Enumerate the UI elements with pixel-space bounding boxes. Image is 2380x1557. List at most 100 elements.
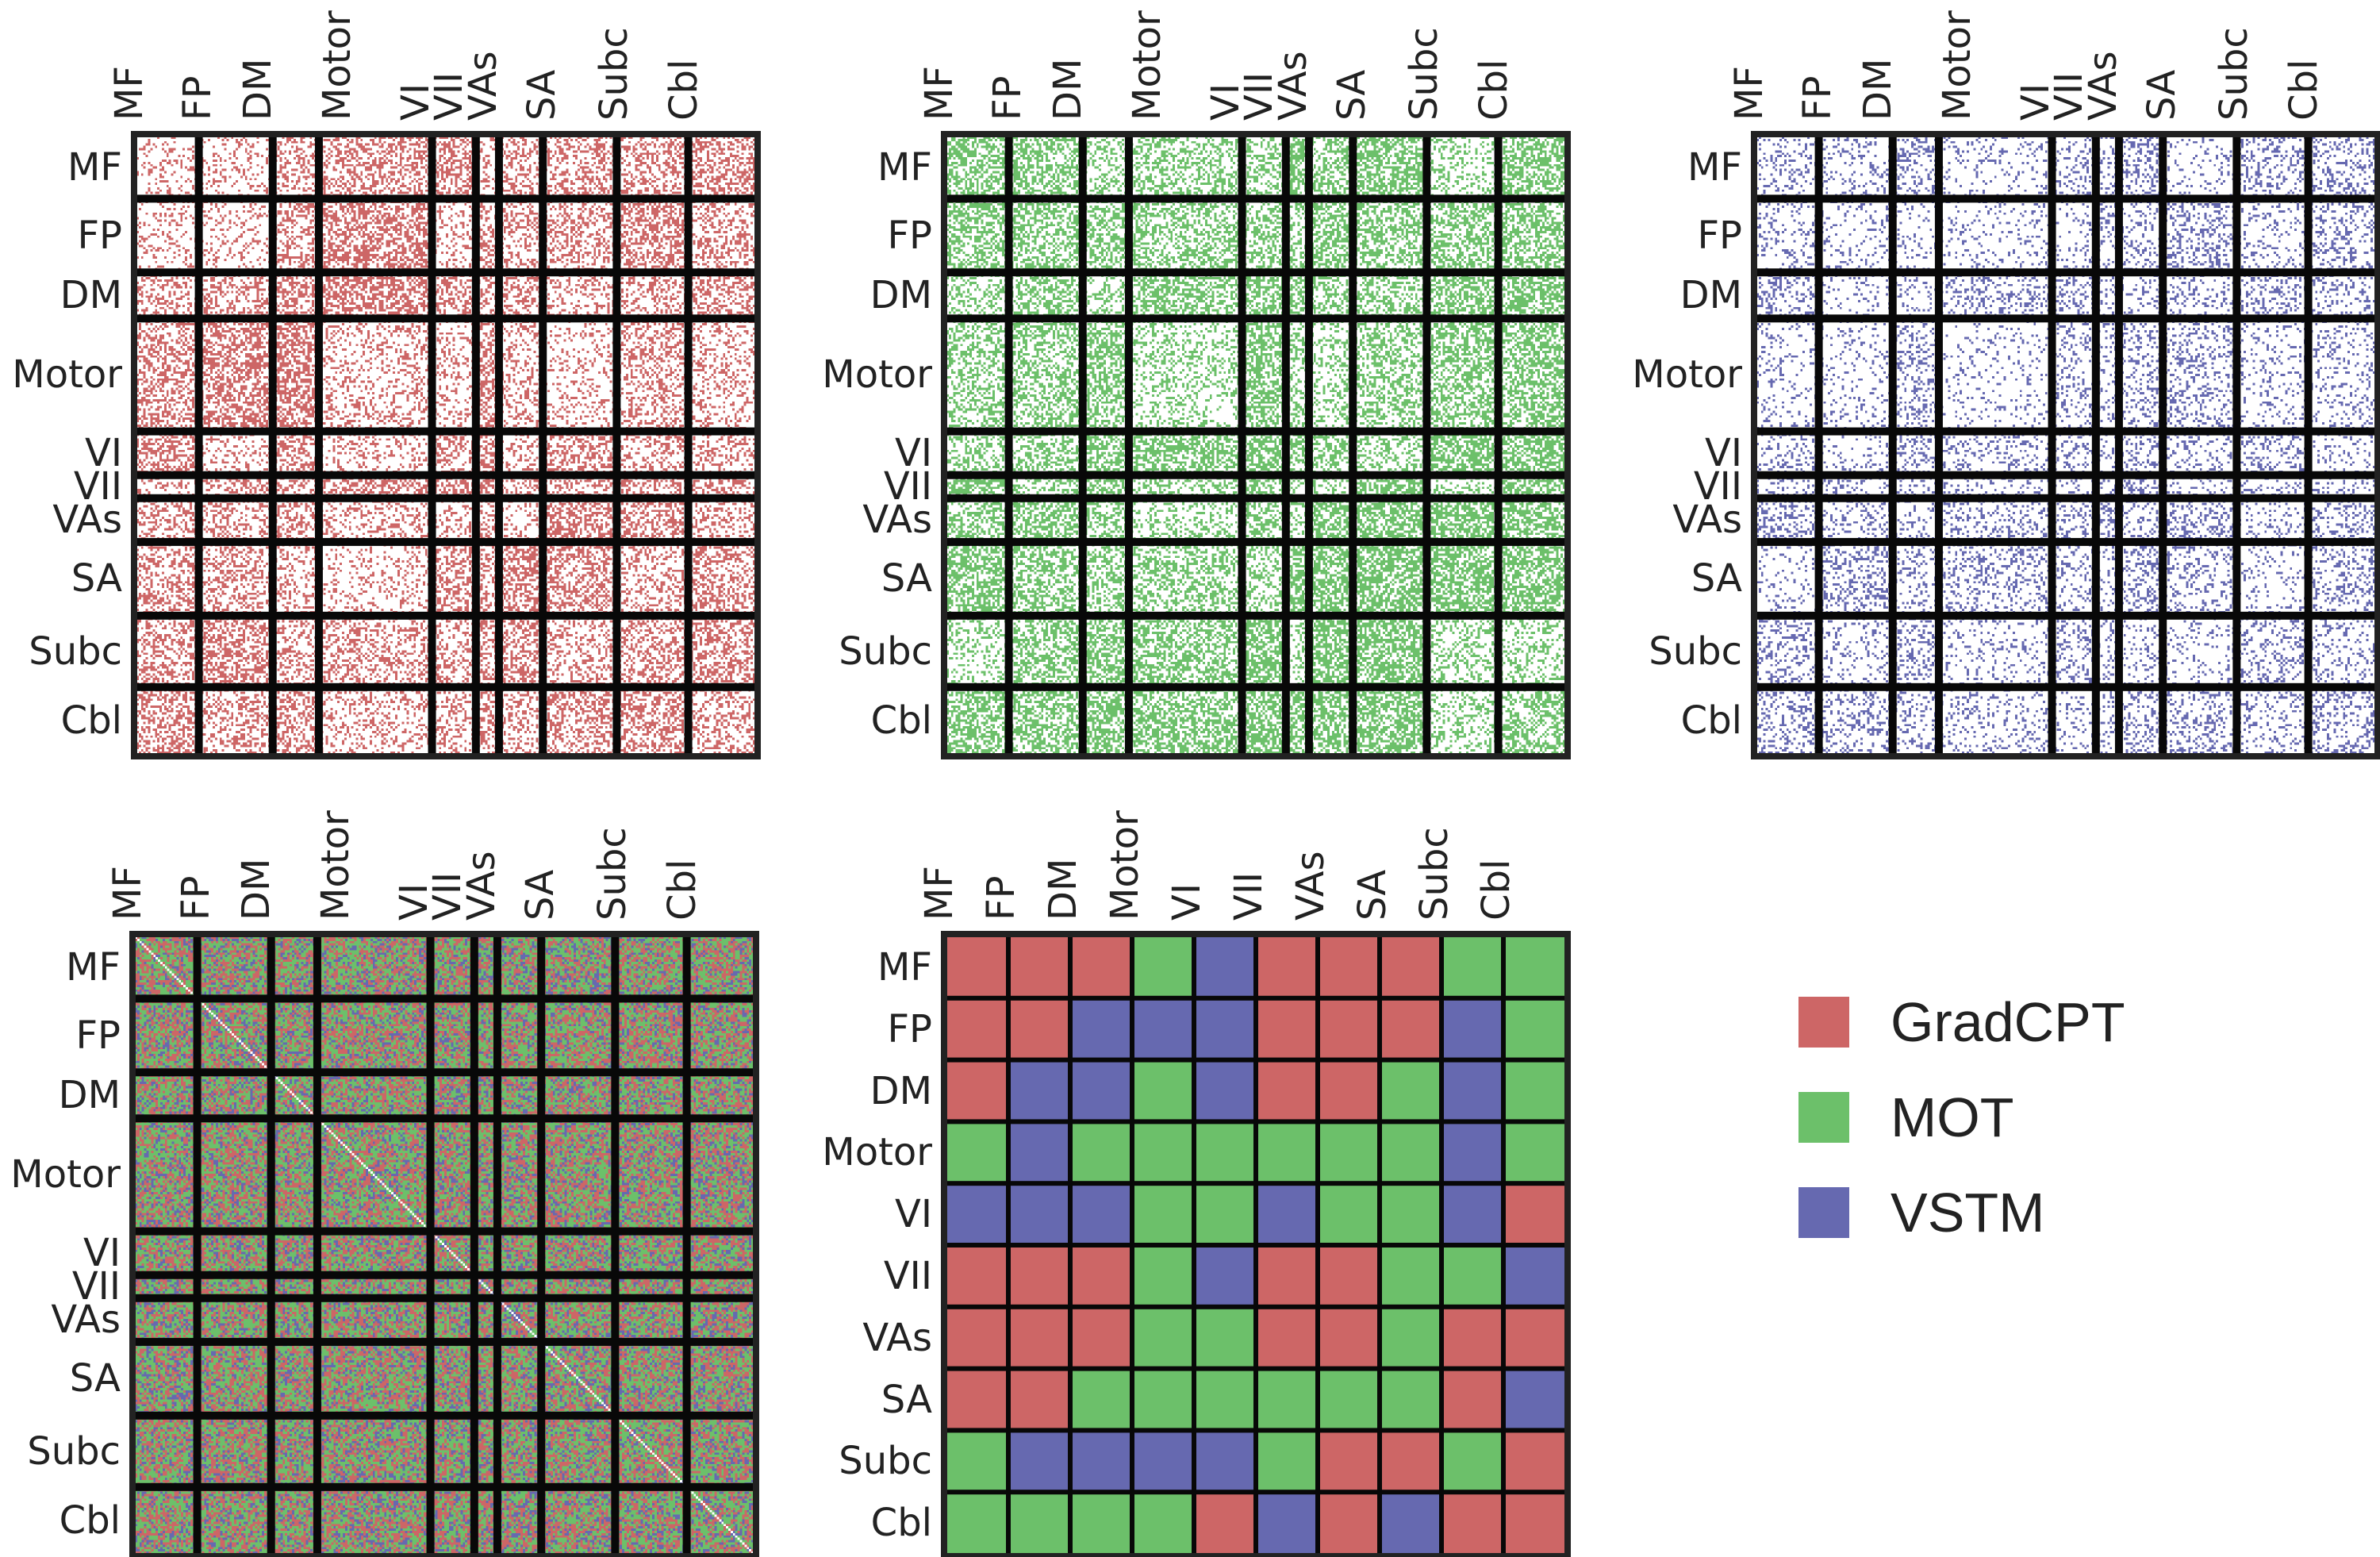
legend-swatch-mot bbox=[1798, 1092, 1849, 1143]
cell-motor-vas bbox=[1318, 1121, 1380, 1184]
cell-vas-fp bbox=[1008, 1306, 1070, 1369]
vstm-divider-h bbox=[1756, 268, 2375, 277]
gradcpt-col-label-vas: VAs bbox=[460, 51, 505, 121]
gradcpt-divider-h bbox=[136, 682, 755, 691]
cell-mf-subc bbox=[1441, 936, 1503, 998]
summary-col-label-fp: FP bbox=[979, 875, 1023, 921]
cell-vas-vi bbox=[1194, 1306, 1256, 1369]
cell-mf-dm bbox=[1070, 936, 1132, 998]
combined-col-label-motor: Motor bbox=[313, 810, 359, 921]
gradcpt-divider-h bbox=[136, 194, 755, 203]
cell-motor-cbl bbox=[1503, 1121, 1565, 1184]
cell-motor-motor bbox=[1132, 1121, 1194, 1184]
gradcpt-row-label-fp: FP bbox=[77, 213, 122, 258]
vstm-divider-h bbox=[1756, 427, 2375, 436]
cell-vii-subc bbox=[1441, 1245, 1503, 1307]
combined-divider-v bbox=[267, 936, 275, 1554]
combined-divider-v bbox=[493, 936, 501, 1554]
combined-col-label-cbl: Cbl bbox=[659, 859, 704, 921]
cell-mf-fp bbox=[1008, 936, 1070, 998]
cell-subc-dm bbox=[1070, 1430, 1132, 1493]
combined-col-label-subc: Subc bbox=[590, 827, 635, 921]
cell-dm-subc bbox=[1441, 1059, 1503, 1122]
legend-swatch-vstm bbox=[1798, 1187, 1849, 1238]
cell-fp-cbl bbox=[1503, 998, 1565, 1060]
vstm-col-label-vas: VAs bbox=[2080, 51, 2125, 121]
cell-sa-fp bbox=[1008, 1368, 1070, 1431]
mot-row-label-vi: VI bbox=[895, 431, 932, 476]
mot-col-label-subc: Subc bbox=[1402, 27, 1447, 121]
gradcpt-divider-h bbox=[136, 494, 755, 502]
mot-col-label-sa: SA bbox=[1329, 69, 1374, 121]
cell-sa-subc bbox=[1441, 1368, 1503, 1431]
gradcpt-row-label-dm: DM bbox=[60, 273, 122, 318]
gradcpt-row-label-vas: VAs bbox=[52, 498, 122, 543]
vstm-row-label-vi: VI bbox=[1705, 431, 1742, 476]
cell-vi-fp bbox=[1008, 1183, 1070, 1245]
vstm-row-label-sa: SA bbox=[1691, 556, 1742, 602]
cell-subc-vas bbox=[1318, 1430, 1380, 1493]
summary-row-label-fp: FP bbox=[887, 1006, 932, 1051]
mot-row-label-subc: Subc bbox=[839, 629, 932, 674]
cell-vii-mf bbox=[946, 1245, 1008, 1307]
vstm-divider-h bbox=[1756, 194, 2375, 203]
gradcpt-divider-h bbox=[136, 268, 755, 277]
gradcpt-col-label-dm: DM bbox=[235, 58, 280, 121]
gradcpt-divider-v bbox=[684, 136, 693, 754]
cell-fp-fp bbox=[1008, 998, 1070, 1060]
gradcpt-col-label-subc: Subc bbox=[592, 27, 637, 121]
cell-vii-motor bbox=[1132, 1245, 1194, 1307]
legend-label-vstm: VSTM bbox=[1891, 1182, 2045, 1244]
mot-divider-v bbox=[1238, 136, 1246, 754]
gradcpt-col-label-mf: MF bbox=[107, 65, 152, 121]
gradcpt-col-label-cbl: Cbl bbox=[661, 59, 706, 121]
cell-subc-subc bbox=[1441, 1430, 1503, 1493]
cell-vi-sa bbox=[1380, 1183, 1441, 1245]
cell-dm-vas bbox=[1318, 1059, 1380, 1122]
cell-vas-subc bbox=[1441, 1306, 1503, 1369]
mot-divider-v bbox=[1078, 136, 1087, 754]
vstm-divider-v bbox=[2304, 136, 2313, 754]
gradcpt-row-label-vii: VII bbox=[73, 464, 122, 509]
gradcpt-divider-v bbox=[539, 136, 547, 754]
vstm-divider-h bbox=[1756, 471, 2375, 479]
cell-dm-vii bbox=[1256, 1059, 1318, 1122]
vstm-divider-h bbox=[1756, 537, 2375, 546]
gradcpt-divider-v bbox=[428, 136, 436, 754]
cell-mf-mf bbox=[946, 936, 1008, 998]
combined-row-label-dm: DM bbox=[58, 1073, 121, 1118]
vstm-row-label-motor: Motor bbox=[1632, 352, 1742, 398]
legend-item-mot: MOT bbox=[1798, 1086, 2125, 1148]
vstm-divider-v bbox=[1934, 136, 1943, 754]
network-summary-matrix: MF MF FP FP DM DM Motor Motor VI VI VII VII VAs VAs SA… bbox=[822, 810, 1571, 1557]
vstm-col-label-mf: MF bbox=[1727, 65, 1772, 121]
mot-divider-v bbox=[1004, 136, 1013, 754]
cell-sa-vas bbox=[1318, 1368, 1380, 1431]
combined-divider-v bbox=[193, 936, 202, 1554]
combined-divider-h bbox=[135, 994, 754, 1003]
vstm-col-label-cbl: Cbl bbox=[2281, 59, 2326, 121]
vstm-row-label-mf: MF bbox=[1687, 145, 1742, 190]
cell-vii-vas bbox=[1318, 1245, 1380, 1307]
cell-fp-vi bbox=[1194, 998, 1256, 1060]
mot-row-label-vas: VAs bbox=[862, 498, 932, 543]
cell-subc-vii bbox=[1256, 1430, 1318, 1493]
mot-row-label-sa: SA bbox=[881, 556, 932, 602]
cell-vi-dm bbox=[1070, 1183, 1132, 1245]
cell-vi-vii bbox=[1256, 1183, 1318, 1245]
vstm-row-label-dm: DM bbox=[1679, 273, 1742, 318]
mot-divider-h bbox=[946, 427, 1565, 436]
summary-col-label-subc: Subc bbox=[1412, 827, 1457, 921]
summary-col-label-cbl: Cbl bbox=[1474, 859, 1518, 921]
cell-vas-mf bbox=[946, 1306, 1008, 1369]
cell-motor-mf bbox=[946, 1121, 1008, 1184]
combined-col-label-vas: VAs bbox=[459, 851, 504, 921]
mot-divider-v bbox=[1124, 136, 1133, 754]
gradcpt-divider-h bbox=[136, 471, 755, 479]
mot-divider-h bbox=[946, 611, 1565, 620]
gradcpt-divider-v bbox=[612, 136, 621, 754]
cell-cbl-vi bbox=[1194, 1492, 1256, 1554]
combined-divider-v bbox=[682, 936, 691, 1554]
vstm-col-label-motor: Motor bbox=[1935, 10, 1980, 121]
combined-divider-h bbox=[135, 1227, 754, 1236]
